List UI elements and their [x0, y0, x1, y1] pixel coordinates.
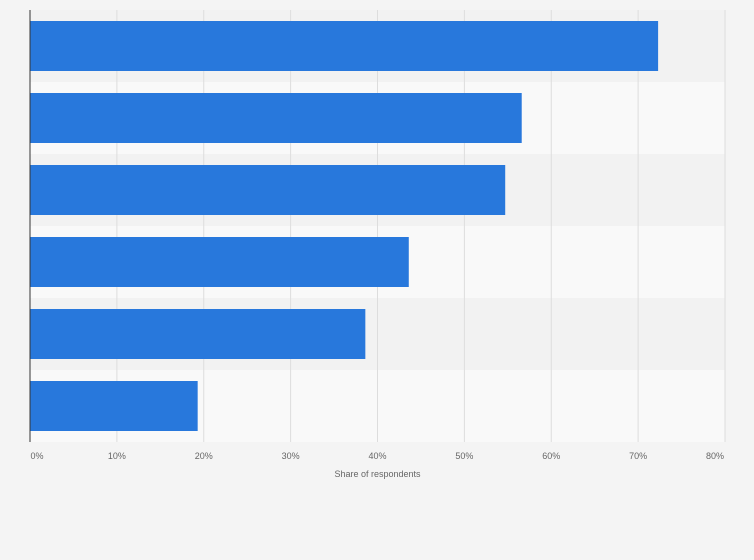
x-tick-label: 20% [195, 451, 213, 461]
bar[interactable] [30, 309, 366, 359]
x-tick-label: 10% [108, 451, 126, 461]
x-tick-label: 40% [368, 451, 386, 461]
bar[interactable] [30, 381, 198, 431]
bar[interactable] [30, 93, 522, 143]
x-tick-label: 50% [455, 451, 473, 461]
x-axis-title: Share of respondents [334, 469, 421, 479]
x-tick-label: 70% [629, 451, 647, 461]
bar[interactable] [30, 237, 409, 287]
x-axis-ticks: 0% 10% 20% 30% 40% 50% 60% 70% 80% [30, 451, 724, 461]
x-tick-label: 0% [30, 451, 43, 461]
gridlines [116, 10, 726, 442]
x-tick-label: 30% [282, 451, 300, 461]
x-tick-label: 80% [706, 451, 724, 461]
bars [30, 21, 659, 431]
x-tick-label: 60% [542, 451, 560, 461]
bar[interactable] [30, 21, 659, 71]
bar[interactable] [30, 165, 506, 215]
